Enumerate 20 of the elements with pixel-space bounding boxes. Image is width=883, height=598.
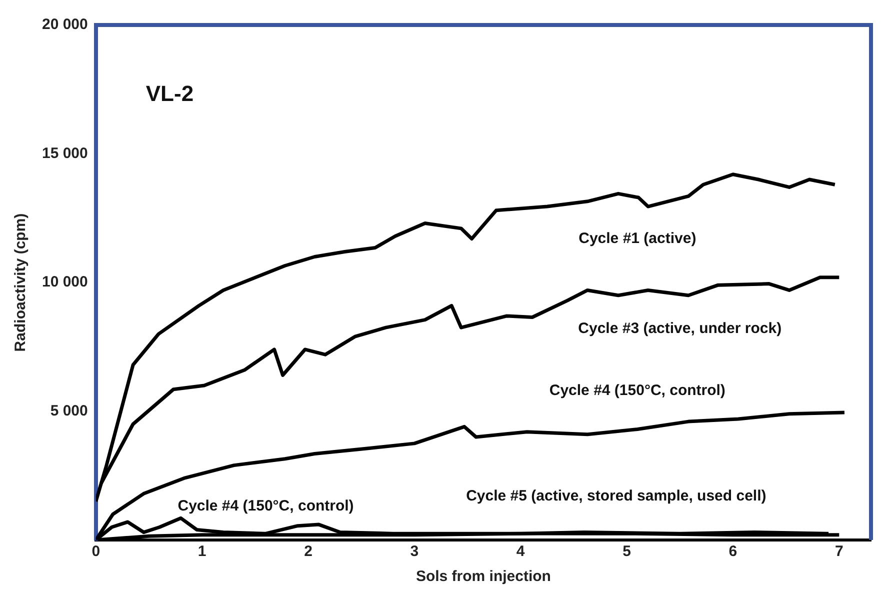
- x-tick-label: 5: [622, 543, 631, 560]
- y-tick-label: 5 000: [50, 402, 88, 420]
- annotation: VL-2: [146, 81, 194, 106]
- series-label: Cycle #4 (150°C, control): [178, 498, 354, 515]
- y-tick-label: 15 000: [42, 144, 88, 162]
- x-tick-label: 1: [198, 543, 206, 560]
- x-axis-title: Sols from injection: [416, 568, 551, 586]
- series-label: Cycle #3 (active, under rock): [578, 320, 782, 337]
- y-tick-label: 20 000: [42, 16, 88, 34]
- y-axis-title: Radioactivity (cpm): [12, 213, 30, 352]
- x-tick-label: 2: [304, 543, 312, 560]
- series-label: Cycle #1 (active): [578, 230, 696, 247]
- x-tick-label: 3: [410, 543, 419, 560]
- y-tick-label: 10 000: [42, 274, 88, 291]
- x-tick-label: 7: [834, 543, 844, 560]
- x-tick-label: 0: [92, 543, 100, 560]
- x-tick-label: 4: [516, 543, 526, 560]
- series-label: Cycle #5 (active, stored sample, used cell): [466, 487, 766, 504]
- series-label: Cycle #4 (150°C, control): [549, 382, 726, 399]
- x-tick-label: 6: [728, 543, 738, 560]
